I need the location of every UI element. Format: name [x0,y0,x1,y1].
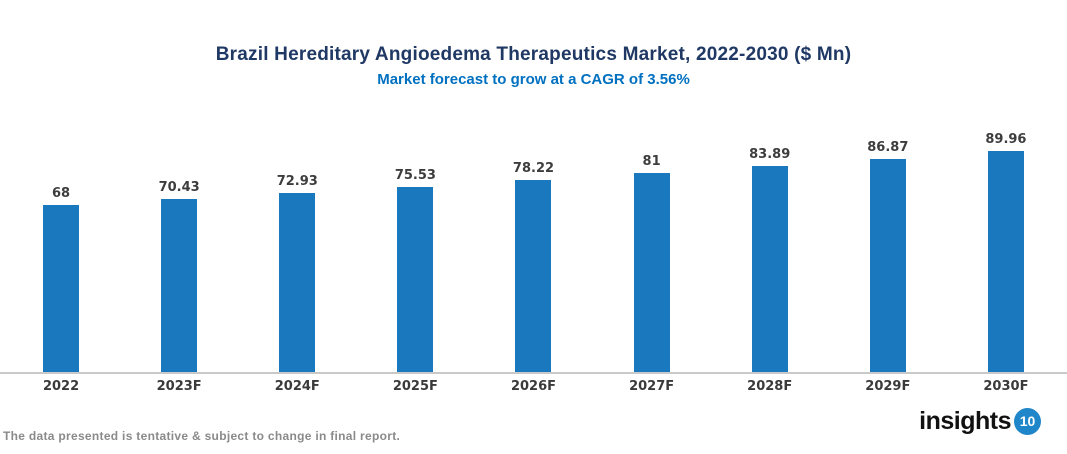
x-axis-label: 2028F [747,379,793,394]
x-axis-label: 2023F [156,379,202,394]
chart-subtitle: Market forecast to grow at a CAGR of 3.5… [377,71,690,88]
bar [161,199,198,373]
x-axis-label: 2025F [392,379,438,394]
bar-value-label: 83.89 [749,147,791,162]
insights10-logo: insights 10 [919,405,1041,437]
x-axis-label: 2026F [510,379,557,394]
bar-column: 83.89 [711,113,829,373]
x-axis-label: 2027F [629,379,675,394]
x-axis-labels-row: 2022 2023F 2024F 2025F 2026F 2027F 2028F 2029F 2… [2,379,1065,394]
x-axis-label: 2029F [865,379,911,394]
bar-value-label: 75.53 [394,168,436,183]
bar-value-label: 86.87 [867,140,909,155]
logo-text: insights [919,406,1011,435]
bar-column: 72.93 [238,113,356,373]
chart-title: Brazil Hereditary Angioedema Therapeutic… [215,44,852,65]
bar [633,173,670,373]
x-axis-label: 2022 [42,379,80,394]
bar-value-label: 72.93 [276,174,318,189]
bar [43,205,80,373]
bar-column: 89.96 [947,113,1065,373]
bar [869,159,906,373]
bar-column: 86.87 [829,113,947,373]
bar [751,166,788,373]
bar [515,180,552,373]
bar-column: 68 [2,113,120,373]
logo-badge: 10 [1014,407,1041,435]
footer-note: The data presented is tentative & subjec… [3,429,401,443]
x-axis-line [0,372,1067,374]
bar-value-label: 70.43 [158,180,200,195]
bar-value-label: 78.22 [512,161,555,176]
bar [397,187,434,373]
bar-column: 70.43 [120,113,238,373]
bar-column: 81 [593,113,711,373]
bar-chart-plot-area: 68 70.43 72.93 75.53 78.22 81 83.89 86.87 89.96 [2,113,1065,373]
x-axis-label: 2024F [274,379,320,394]
bar-value-label: 68 [52,186,71,201]
bar [987,151,1024,373]
bar-value-label: 89.96 [985,132,1027,147]
bar-column: 78.22 [474,113,592,373]
bar-value-label: 81 [642,154,661,169]
bar [279,193,316,373]
x-axis-label: 2030F [983,379,1029,394]
bar-column: 75.53 [356,113,474,373]
